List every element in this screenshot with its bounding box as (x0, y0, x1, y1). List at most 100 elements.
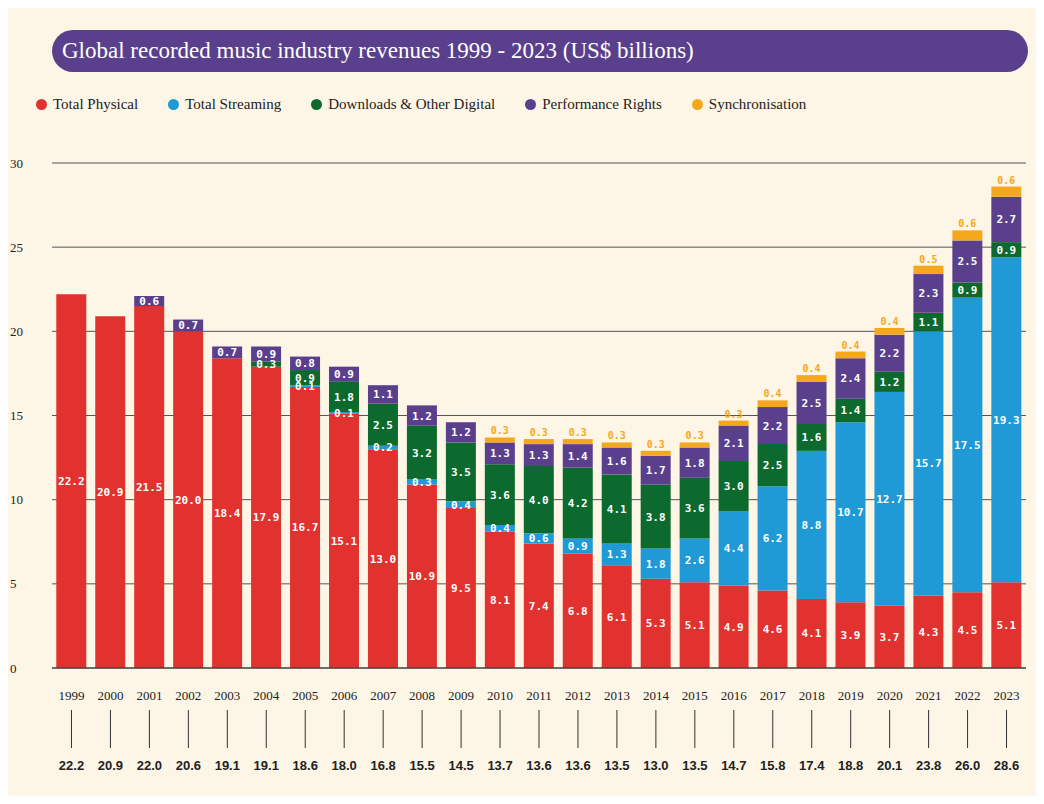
svg-text:6.1: 6.1 (607, 611, 627, 624)
svg-text:22.2: 22.2 (59, 758, 84, 773)
svg-text:25: 25 (10, 240, 23, 255)
svg-text:1.8: 1.8 (685, 457, 705, 470)
svg-text:0.3: 0.3 (569, 427, 587, 438)
svg-text:1.2: 1.2 (412, 410, 432, 423)
svg-text:2018: 2018 (799, 688, 825, 703)
svg-text:0.5: 0.5 (919, 254, 937, 265)
svg-text:4.5: 4.5 (957, 624, 977, 637)
svg-text:2005: 2005 (292, 688, 318, 703)
svg-text:1.2: 1.2 (880, 376, 900, 389)
svg-text:8.8: 8.8 (802, 519, 822, 532)
svg-text:4.6: 4.6 (763, 623, 783, 636)
svg-text:1.1: 1.1 (373, 388, 393, 401)
svg-text:8.1: 8.1 (490, 594, 510, 607)
svg-text:15.8: 15.8 (760, 758, 785, 773)
svg-text:2023: 2023 (994, 688, 1020, 703)
svg-text:4.1: 4.1 (802, 627, 822, 640)
svg-text:18.0: 18.0 (332, 758, 357, 773)
svg-text:1.3: 1.3 (490, 447, 510, 460)
svg-text:3.7: 3.7 (880, 631, 900, 644)
svg-text:2007: 2007 (370, 688, 397, 703)
svg-text:0.9: 0.9 (256, 348, 276, 361)
svg-text:18.4: 18.4 (214, 507, 241, 520)
svg-text:2.1: 2.1 (724, 437, 744, 450)
svg-text:1999: 1999 (58, 688, 84, 703)
svg-text:2000: 2000 (97, 688, 123, 703)
svg-text:7.4: 7.4 (529, 600, 549, 613)
svg-text:17.5: 17.5 (954, 439, 981, 452)
svg-text:1.1: 1.1 (918, 316, 938, 329)
svg-text:1.3: 1.3 (607, 548, 627, 561)
svg-text:2.2: 2.2 (763, 420, 783, 433)
svg-text:1.4: 1.4 (841, 404, 861, 417)
svg-text:19.1: 19.1 (254, 758, 279, 773)
svg-text:1.8: 1.8 (646, 558, 666, 571)
svg-text:13.7: 13.7 (487, 758, 512, 773)
svg-text:18.8: 18.8 (838, 758, 863, 773)
svg-text:2008: 2008 (409, 688, 435, 703)
svg-text:4.1: 4.1 (607, 503, 627, 516)
svg-text:0.6: 0.6 (958, 218, 976, 229)
svg-text:0.7: 0.7 (217, 346, 237, 359)
svg-text:1.7: 1.7 (646, 464, 666, 477)
svg-text:12.7: 12.7 (876, 493, 903, 506)
svg-text:2014: 2014 (643, 688, 670, 703)
svg-text:2022: 2022 (955, 688, 981, 703)
svg-text:13.6: 13.6 (565, 758, 590, 773)
svg-text:3.0: 3.0 (724, 480, 744, 493)
svg-text:2002: 2002 (175, 688, 201, 703)
svg-text:2015: 2015 (682, 688, 708, 703)
svg-text:20.9: 20.9 (97, 486, 124, 499)
svg-text:1.6: 1.6 (607, 455, 627, 468)
svg-text:2001: 2001 (136, 688, 162, 703)
svg-text:17.9: 17.9 (253, 511, 280, 524)
svg-text:0.4: 0.4 (802, 363, 820, 374)
svg-text:1.2: 1.2 (451, 426, 471, 439)
svg-text:10.7: 10.7 (837, 506, 864, 519)
svg-text:2021: 2021 (916, 688, 942, 703)
svg-text:15.1: 15.1 (331, 535, 358, 548)
svg-text:0.9: 0.9 (996, 244, 1016, 257)
svg-text:2019: 2019 (838, 688, 864, 703)
svg-text:0.4: 0.4 (490, 522, 510, 535)
svg-text:6.8: 6.8 (568, 605, 588, 618)
svg-text:2016: 2016 (721, 688, 748, 703)
svg-text:1.8: 1.8 (334, 391, 354, 404)
svg-text:3.6: 3.6 (490, 489, 510, 502)
svg-text:2.6: 2.6 (685, 554, 705, 567)
svg-text:2012: 2012 (565, 688, 591, 703)
svg-text:19.3: 19.3 (993, 414, 1020, 427)
svg-text:2.5: 2.5 (957, 255, 977, 268)
svg-text:0.4: 0.4 (451, 499, 471, 512)
svg-text:0.9: 0.9 (295, 372, 315, 385)
svg-text:0.6: 0.6 (139, 295, 159, 308)
svg-text:21.5: 21.5 (136, 481, 163, 494)
svg-text:0.3: 0.3 (725, 409, 743, 420)
svg-text:26.0: 26.0 (955, 758, 980, 773)
svg-text:2003: 2003 (214, 688, 240, 703)
svg-text:2006: 2006 (331, 688, 358, 703)
svg-text:10: 10 (10, 492, 23, 507)
svg-text:5.1: 5.1 (996, 619, 1016, 632)
svg-text:2004: 2004 (253, 688, 280, 703)
svg-text:23.8: 23.8 (916, 758, 941, 773)
svg-text:3.2: 3.2 (412, 447, 432, 460)
svg-text:0.3: 0.3 (647, 439, 665, 450)
svg-text:2009: 2009 (448, 688, 474, 703)
svg-text:2010: 2010 (487, 688, 513, 703)
svg-text:0.3: 0.3 (491, 425, 509, 436)
svg-text:3.8: 3.8 (646, 511, 666, 524)
svg-text:13.5: 13.5 (604, 758, 629, 773)
svg-text:0.3: 0.3 (608, 430, 626, 441)
svg-text:20.9: 20.9 (98, 758, 123, 773)
svg-text:0: 0 (10, 661, 17, 676)
svg-text:4.4: 4.4 (724, 542, 744, 555)
svg-text:0.9: 0.9 (568, 540, 588, 553)
svg-text:15.7: 15.7 (915, 457, 942, 470)
svg-text:1.6: 1.6 (802, 431, 822, 444)
svg-text:0.4: 0.4 (841, 340, 859, 351)
svg-text:16.8: 16.8 (371, 758, 396, 773)
svg-text:2.5: 2.5 (763, 459, 783, 472)
svg-text:5.1: 5.1 (685, 619, 705, 632)
svg-text:4.0: 4.0 (529, 494, 549, 507)
